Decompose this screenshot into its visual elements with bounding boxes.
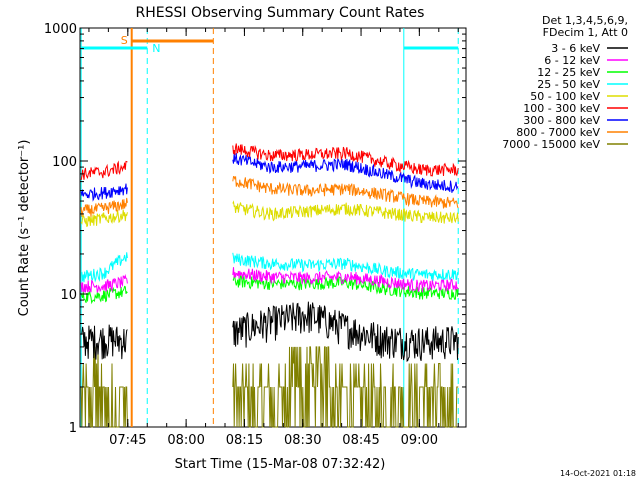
y-tick-label: 10 bbox=[60, 288, 77, 303]
series-line bbox=[80, 209, 128, 228]
night-flag-label: N bbox=[152, 42, 160, 55]
x-tick-label: 08:00 bbox=[167, 433, 204, 448]
series-line bbox=[232, 267, 459, 293]
series-line bbox=[80, 273, 128, 293]
saa-flag-label: S bbox=[121, 34, 128, 47]
y-tick-label: 1000 bbox=[44, 22, 77, 37]
series-line bbox=[80, 346, 128, 428]
legend-entry-label: 7000 - 15000 keV bbox=[502, 138, 600, 151]
y-tick-label: 100 bbox=[52, 155, 77, 170]
legend-entry-label: 6 - 12 keV bbox=[544, 54, 600, 67]
y-axis-label: Count Rate (s⁻¹ detector⁻¹) bbox=[17, 140, 32, 317]
x-tick-label: 08:45 bbox=[342, 433, 379, 448]
legend: Det 1,3,4,5,6,9,FDecim 1, Att 0 3 - 6 keV… bbox=[502, 14, 628, 151]
x-tick-label: 07:45 bbox=[109, 433, 146, 448]
series-line bbox=[232, 176, 459, 209]
series-line bbox=[80, 197, 128, 217]
series-line bbox=[232, 252, 459, 281]
series-lines bbox=[80, 143, 459, 428]
series-line bbox=[80, 252, 128, 283]
series-line bbox=[232, 152, 459, 193]
timestamp: 14-Oct-2021 01:18 bbox=[560, 469, 636, 478]
legend-entry-label: 800 - 7000 keV bbox=[516, 126, 600, 139]
series-line bbox=[80, 183, 128, 202]
legend-entry-label: 100 - 300 keV bbox=[523, 102, 600, 115]
legend-title-line: FDecim 1, Att 0 bbox=[543, 26, 628, 39]
series-line bbox=[232, 273, 459, 300]
x-tick-label: 08:30 bbox=[284, 433, 321, 448]
series-line bbox=[232, 143, 459, 177]
legend-title-line: Det 1,3,4,5,6,9, bbox=[542, 14, 628, 27]
series-line bbox=[80, 285, 128, 305]
legend-entry-label: 12 - 25 keV bbox=[537, 66, 600, 79]
x-axis-label: Start Time (15-Mar-08 07:32:42) bbox=[175, 457, 386, 472]
series-line bbox=[80, 324, 128, 360]
series-line bbox=[80, 160, 128, 181]
y-tick-label: 1 bbox=[69, 421, 77, 436]
chart-title: RHESSI Observing Summary Count Rates bbox=[136, 5, 425, 21]
x-tick-label: 09:00 bbox=[401, 433, 438, 448]
plot-frame bbox=[79, 27, 467, 428]
x-tick-label: 08:15 bbox=[226, 433, 263, 448]
legend-entry-label: 50 - 100 keV bbox=[530, 90, 600, 103]
axes: 1 10 100 1000 07:45 08:00 08:15 08:30 08:45 09:00 bbox=[44, 22, 466, 448]
legend-entry-label: 25 - 50 keV bbox=[537, 78, 600, 91]
event-markers: SN bbox=[80, 28, 459, 427]
series-line bbox=[232, 346, 459, 428]
legend-entry-label: 3 - 6 keV bbox=[551, 42, 600, 55]
legend-entry-label: 300 - 800 keV bbox=[523, 114, 600, 127]
series-line bbox=[232, 301, 459, 362]
series-line bbox=[232, 200, 459, 224]
